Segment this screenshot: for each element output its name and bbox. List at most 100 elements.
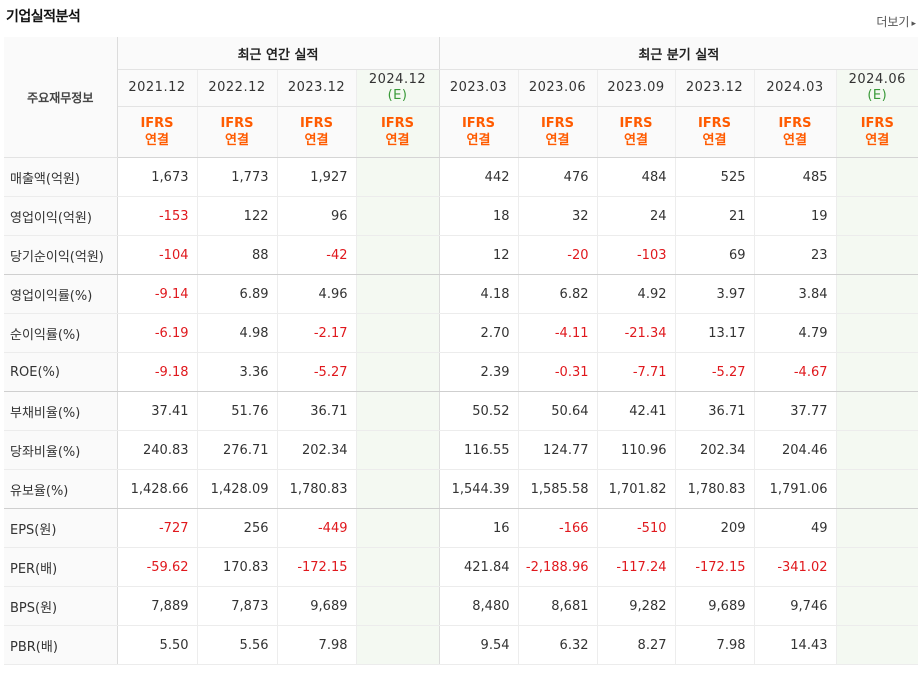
table-cell: 12 [438,235,518,275]
table-cell: 13.17 [674,313,754,353]
table-cell: 204.46 [753,430,836,470]
table-cell [355,547,439,587]
table-cell: 88 [196,235,277,275]
row-label: 영업이익(억원) [4,196,118,236]
period-label: 2021.12 [128,80,186,95]
consolidated-label: 연결 [225,133,249,148]
table-cell: -6.19 [117,313,197,353]
table-cell: 240.83 [117,430,197,470]
table-cell [835,196,919,236]
consolidated-label: 연결 [466,133,491,148]
table-cell: 6.82 [517,274,597,314]
table-row: 영업이익률(%) -9.14 6.89 4.96 4.18 6.82 4.92 3.97 3.8… [4,274,919,314]
more-link[interactable]: 더보기 ▸ [876,13,916,30]
table-cell: 1,701.82 [596,469,675,509]
ifrs-label: IFRS [860,116,894,131]
table-cell [835,157,919,197]
table-cell: 110.96 [596,430,675,470]
table-cell: 7,889 [117,586,197,626]
table-cell [355,313,439,353]
ifrs-label: IFRS [299,116,334,131]
table-row: 영업이익(억원) -153 122 96 18 32 24 21 19 [4,196,919,236]
table-cell: 1,780.83 [276,469,356,509]
table-cell: 124.77 [517,430,597,470]
ifrs-label: IFRS [380,116,415,131]
consolidated-label: 연결 [385,133,410,148]
ifrs-badge: IFRS 연결 [835,106,919,158]
table-cell: -9.14 [117,274,197,314]
table-cell: -510 [596,508,675,548]
table-cell [835,469,919,509]
table-cell: -103 [596,235,675,275]
table-cell: 4.92 [596,274,675,314]
ifrs-badge: IFRS 연결 [674,106,754,158]
period-header: 2023.09 [596,69,675,107]
table-cell: 9,689 [674,586,754,626]
table-cell: 484 [596,157,675,197]
quarter-header: 최근 분기 실적 [438,37,919,70]
table-cell: 3.84 [753,274,836,314]
table-cell: 476 [517,157,597,197]
table-row: EPS(원) -727 256 -449 16 -166 -510 209 49 [4,508,919,548]
table-cell: 116.55 [438,430,518,470]
chevron-right-icon: ▸ [911,19,916,29]
table-cell: 4.79 [753,313,836,353]
table-cell: 36.71 [276,391,356,431]
table-cell [355,391,439,431]
table-cell: -20 [517,235,597,275]
table-cell: 1,428.66 [117,469,197,509]
table-cell [355,352,439,392]
period-header: 2022.12 [196,69,277,107]
table-cell: 6.89 [196,274,277,314]
table-cell: 1,585.58 [517,469,597,509]
row-label: PER(배) [4,547,118,587]
table-cell: 485 [753,157,836,197]
table-cell: -7.71 [596,352,675,392]
table-cell [355,586,439,626]
period-header: 2024.12 (E) [355,69,439,107]
table-cell: 24 [596,196,675,236]
table-cell: -172.15 [276,547,356,587]
ifrs-badge: IFRS 연결 [438,106,518,158]
period-header: 2024.06 (E) [835,69,919,107]
table-cell: -166 [517,508,597,548]
table-cell: 1,773 [196,157,277,197]
table-cell: 16 [438,508,518,548]
table-cell: 256 [196,508,277,548]
table-cell: 4.98 [196,313,277,353]
row-label: 부채비율(%) [4,391,118,431]
table-cell: 50.64 [517,391,597,431]
table-cell [835,547,919,587]
table-cell: 51.76 [196,391,277,431]
consolidated-label: 연결 [545,133,570,148]
period-label: 2023.06 [528,80,587,95]
row-label: EPS(원) [4,508,118,548]
table-cell: 37.41 [117,391,197,431]
table-cell: 1,791.06 [753,469,836,509]
ifrs-label: IFRS [778,116,812,131]
table-cell: 7.98 [674,625,754,665]
table-cell [835,274,919,314]
row-label: 유보율(%) [4,469,118,509]
row-label: 당좌비율(%) [4,430,118,470]
table-cell: 209 [674,508,754,548]
table-cell: -0.31 [517,352,597,392]
estimate-label: (E) [387,88,408,103]
period-header: 2023.12 [276,69,356,107]
row-label: 매출액(억원) [4,157,118,197]
period-label: 2024.06 [848,72,906,87]
table-cell: 9,746 [753,586,836,626]
table-cell: -341.02 [753,547,836,587]
table-cell: 276.71 [196,430,277,470]
period-header: 2021.12 [117,69,197,107]
table-row: 유보율(%) 1,428.66 1,428.09 1,780.83 1,544.39 1,… [4,469,919,509]
table-cell: 525 [674,157,754,197]
table-cell: -4.67 [753,352,836,392]
ifrs-badge: IFRS 연결 [117,106,197,158]
table-cell: -727 [117,508,197,548]
consolidated-label: 연결 [783,133,807,148]
ifrs-label: IFRS [220,116,254,131]
ifrs-label: IFRS [697,116,732,131]
table-cell: 36.71 [674,391,754,431]
table-cell: -2,188.96 [517,547,597,587]
